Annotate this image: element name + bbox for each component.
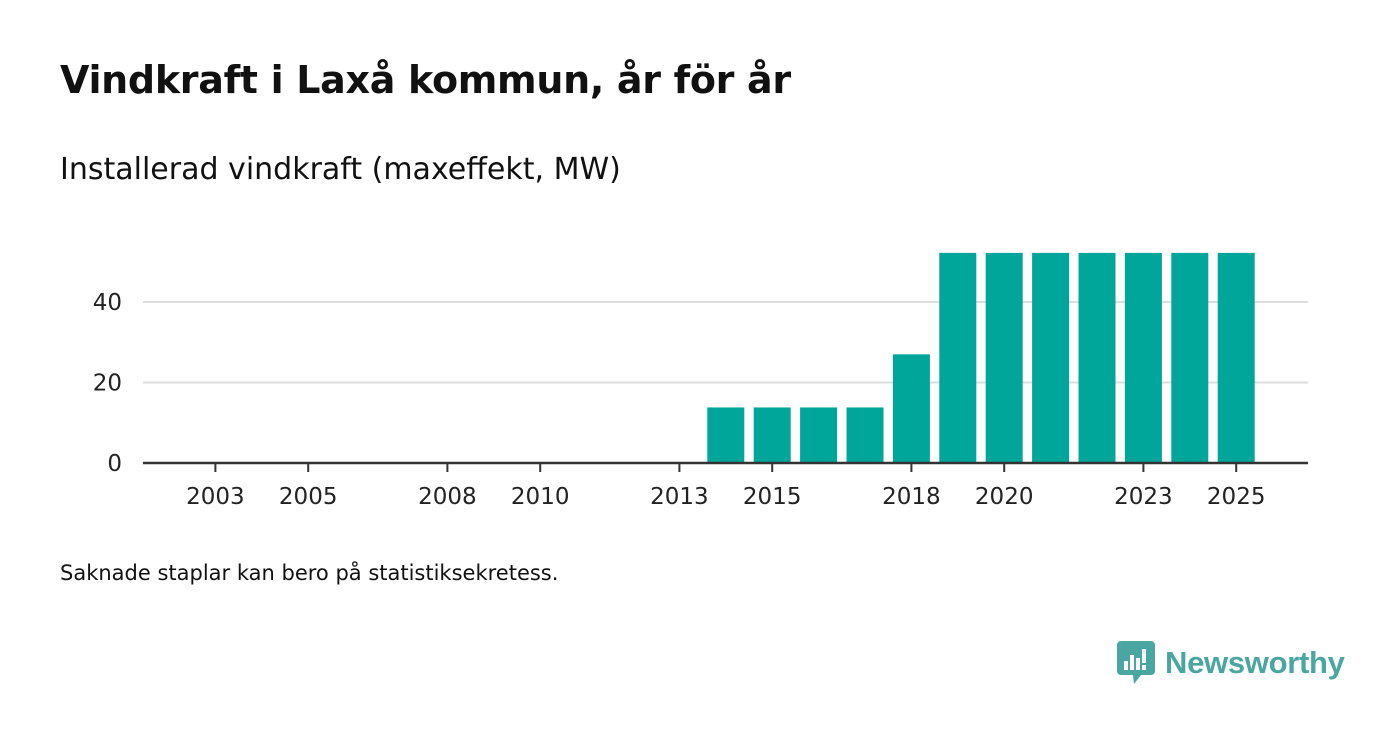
bar-2020 [985,252,1023,463]
bar-2024 [1171,252,1209,463]
x-tick-label-2023: 2023 [1114,484,1173,510]
x-tick-label-2010: 2010 [511,484,570,510]
bar-2014 [707,407,745,463]
bar-2022 [1078,252,1116,463]
y-tick-label-0: 0 [107,451,122,477]
bar-2016 [800,407,838,463]
x-tick-label-2018: 2018 [882,484,941,510]
x-tick-label-2020: 2020 [975,484,1034,510]
bar-2021 [1032,252,1070,463]
chart-title: Vindkraft i Laxå kommun, år för år [60,58,791,102]
bar-2019 [939,252,977,463]
x-tick-label-2005: 2005 [279,484,338,510]
bar-2015 [753,407,791,463]
x-tick-label-2025: 2025 [1207,484,1266,510]
y-tick-label-40: 40 [93,290,122,316]
brand-name: Newsworthy [1165,645,1345,680]
x-tick-label-2015: 2015 [743,484,802,510]
x-tick-label-2008: 2008 [418,484,477,510]
bar-2017 [846,407,884,463]
footnote: Saknade staplar kan bero på statistiksek… [60,561,559,585]
bar-2018 [892,354,930,463]
bar-2023 [1124,252,1162,463]
x-tick-label-2003: 2003 [186,484,245,510]
bar-chart-speech-bubble-icon [1117,641,1155,684]
bar-2025 [1217,252,1255,463]
bar-chart: 0 20 40 2003 2005 2008 2010 2013 2015 2018 2020 202… [93,252,1308,510]
brand-logo: Newsworthy [1117,641,1345,685]
x-tick-label-2013: 2013 [650,484,709,510]
chart-subtitle: Installerad vindkraft (maxeffekt, MW) [60,152,621,187]
y-tick-label-20: 20 [93,371,122,397]
